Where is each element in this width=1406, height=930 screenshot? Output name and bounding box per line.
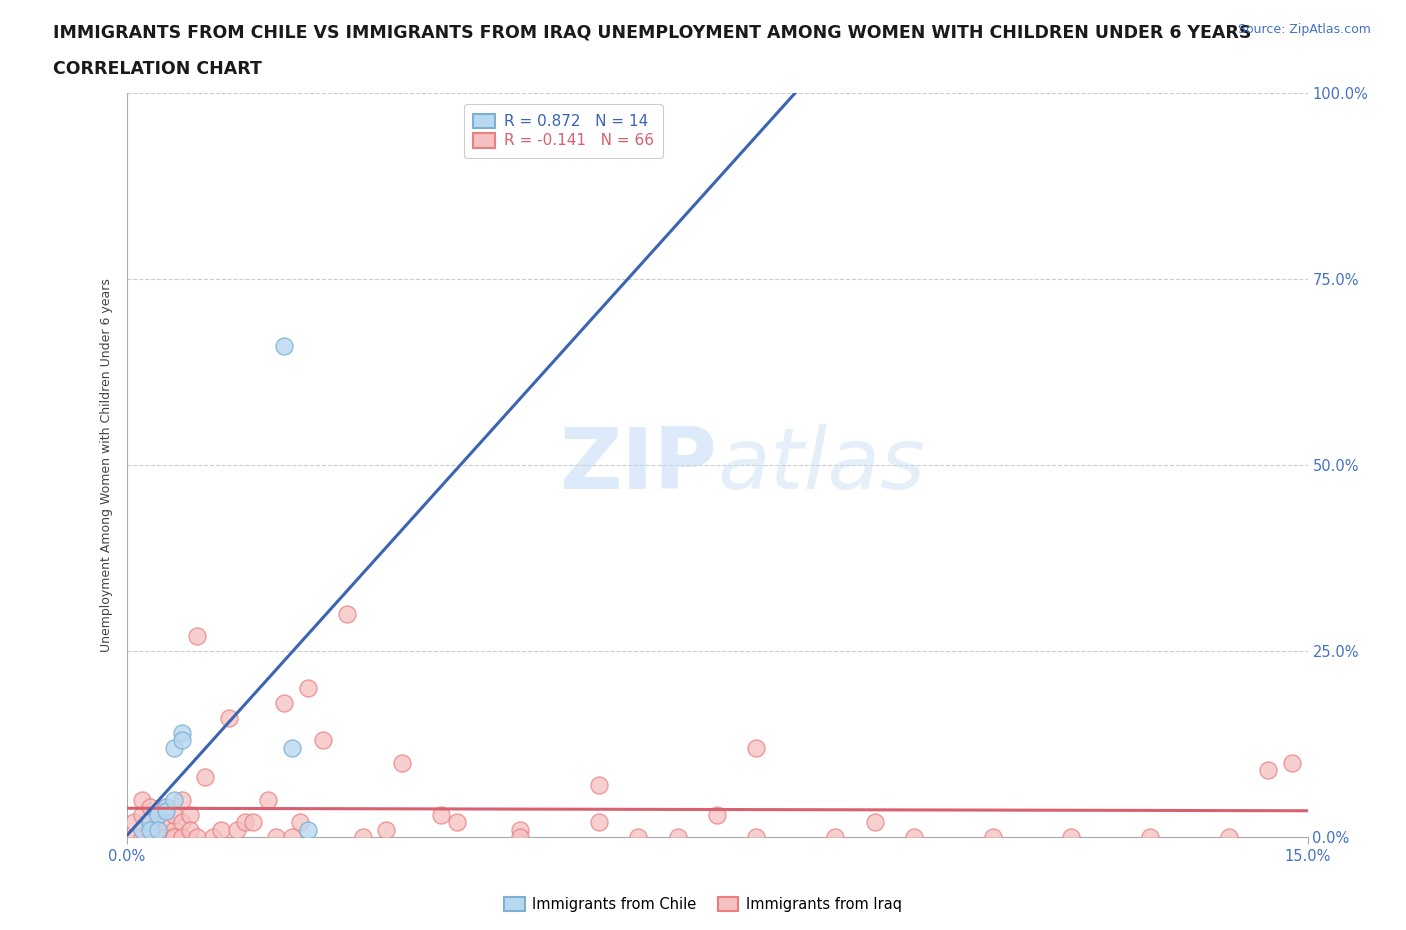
Point bbox=[352, 830, 374, 844]
Point bbox=[139, 800, 162, 815]
Text: Source: ZipAtlas.com: Source: ZipAtlas.com bbox=[1237, 23, 1371, 36]
Point bbox=[139, 815, 162, 830]
Point bbox=[281, 740, 304, 755]
Point bbox=[218, 711, 240, 725]
Point bbox=[745, 830, 768, 844]
Point bbox=[745, 740, 768, 755]
Point bbox=[124, 815, 146, 830]
Point bbox=[225, 822, 247, 837]
Legend: Immigrants from Chile, Immigrants from Iraq: Immigrants from Chile, Immigrants from I… bbox=[498, 891, 908, 918]
Text: IMMIGRANTS FROM CHILE VS IMMIGRANTS FROM IRAQ UNEMPLOYMENT AMONG WOMEN WITH CHIL: IMMIGRANTS FROM CHILE VS IMMIGRANTS FROM… bbox=[53, 23, 1251, 41]
Point bbox=[273, 696, 295, 711]
Point bbox=[146, 830, 169, 844]
Point bbox=[257, 792, 280, 807]
Point bbox=[273, 339, 295, 353]
Point bbox=[146, 822, 169, 837]
Point bbox=[186, 629, 208, 644]
Point bbox=[163, 807, 186, 822]
Point bbox=[242, 815, 264, 830]
Point bbox=[170, 792, 193, 807]
Point bbox=[336, 606, 359, 621]
Point bbox=[163, 830, 186, 844]
Point bbox=[155, 800, 177, 815]
Point bbox=[139, 830, 162, 844]
Point bbox=[1060, 830, 1083, 844]
Point bbox=[1257, 763, 1279, 777]
Point bbox=[155, 815, 177, 830]
Point bbox=[666, 830, 689, 844]
Point bbox=[264, 830, 287, 844]
Point bbox=[131, 822, 153, 837]
Point bbox=[139, 822, 162, 837]
Point bbox=[281, 830, 304, 844]
Point bbox=[202, 830, 225, 844]
Point bbox=[131, 792, 153, 807]
Point bbox=[430, 807, 453, 822]
Point bbox=[163, 740, 186, 755]
Point bbox=[179, 807, 201, 822]
Point bbox=[170, 733, 193, 748]
Point bbox=[824, 830, 846, 844]
Point bbox=[131, 830, 153, 844]
Point bbox=[155, 804, 177, 818]
Point bbox=[509, 822, 531, 837]
Text: CORRELATION CHART: CORRELATION CHART bbox=[53, 60, 263, 78]
Point bbox=[588, 777, 610, 792]
Point bbox=[146, 830, 169, 844]
Point bbox=[1281, 755, 1303, 770]
Point bbox=[139, 815, 162, 830]
Point bbox=[155, 830, 177, 844]
Point bbox=[155, 800, 177, 815]
Text: ZIP: ZIP bbox=[560, 423, 717, 507]
Point bbox=[297, 681, 319, 696]
Point bbox=[209, 822, 232, 837]
Point bbox=[131, 822, 153, 837]
Point bbox=[1139, 830, 1161, 844]
Point bbox=[146, 822, 169, 837]
Point bbox=[163, 792, 186, 807]
Point bbox=[170, 815, 193, 830]
Point bbox=[903, 830, 925, 844]
Point bbox=[170, 725, 193, 740]
Point bbox=[375, 822, 398, 837]
Point bbox=[146, 807, 169, 822]
Point bbox=[391, 755, 413, 770]
Point bbox=[288, 815, 311, 830]
Legend: R = 0.872   N = 14, R = -0.141   N = 66: R = 0.872 N = 14, R = -0.141 N = 66 bbox=[464, 104, 664, 157]
Point bbox=[627, 830, 650, 844]
Point bbox=[233, 815, 256, 830]
Point bbox=[146, 807, 169, 822]
Point bbox=[186, 830, 208, 844]
Point bbox=[163, 830, 186, 844]
Point bbox=[124, 830, 146, 844]
Point bbox=[981, 830, 1004, 844]
Point bbox=[131, 807, 153, 822]
Point bbox=[297, 822, 319, 837]
Point bbox=[588, 815, 610, 830]
Point bbox=[139, 822, 162, 837]
Point bbox=[446, 815, 468, 830]
Point bbox=[706, 807, 728, 822]
Point bbox=[179, 822, 201, 837]
Point bbox=[312, 733, 335, 748]
Point bbox=[1218, 830, 1240, 844]
Y-axis label: Unemployment Among Women with Children Under 6 years: Unemployment Among Women with Children U… bbox=[100, 278, 114, 652]
Point bbox=[163, 822, 186, 837]
Point bbox=[170, 830, 193, 844]
Point bbox=[509, 830, 531, 844]
Point bbox=[194, 770, 217, 785]
Text: atlas: atlas bbox=[717, 423, 925, 507]
Point bbox=[863, 815, 886, 830]
